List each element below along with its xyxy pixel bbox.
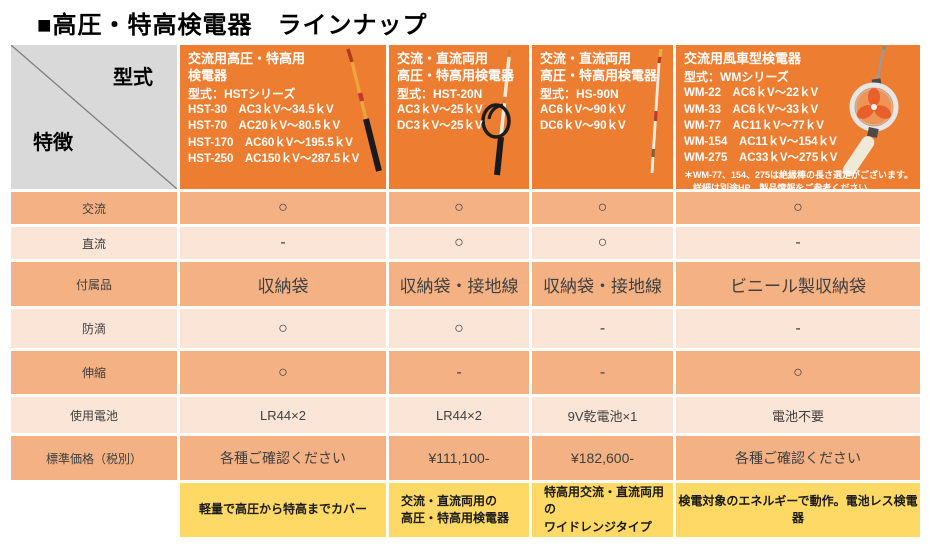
cell-price-hst20n: ¥111,100- (389, 436, 529, 480)
cell-ac-hst: ○ (180, 192, 386, 224)
product-title-line: 交流用風車型検電器 (684, 51, 802, 66)
page-title: ■高圧・特高検電器 ラインナップ (37, 12, 428, 39)
row-label-telescopic: 伸縮 (11, 351, 177, 394)
cell-battery-hst: LR44×2 (180, 397, 386, 433)
cell-accessories-hs90n: 収納袋・接地線 (532, 262, 673, 306)
diagonal-divider-icon (11, 45, 177, 189)
row-label-ac: 交流 (11, 192, 177, 224)
cell-accessories-hst: 収納袋 (180, 262, 386, 306)
cell-dc-hst20n: ○ (389, 227, 529, 259)
footer-note-line: ワイドレンジタイプ (544, 519, 652, 534)
row-label-dc: 直流 (11, 227, 177, 259)
product-spec-line: AC3ｋV～25ｋV (397, 104, 483, 117)
footer-note-hs90n: 特高用交流・直流両用の ワイドレンジタイプ (532, 483, 673, 537)
product-spec-line: HST-250 AC150ｋV～287.5ｋV (188, 152, 360, 165)
cell-dripproof-hst20n: ○ (389, 309, 529, 348)
lineup-table: 型式 特徴 交流用高圧・特高用 検電器 型式：HSTシリーズ HST-30 AC… (11, 45, 920, 537)
cell-price-hs90n: ¥182,600- (532, 436, 673, 480)
cell-telescopic-hst: ○ (180, 351, 386, 394)
slim-pole-detector-icon (650, 48, 663, 174)
product-header-hst-20n: 交流・直流両用 高圧・特高用検電器 型式：HST-20N AC3ｋV～25ｋV … (389, 45, 529, 189)
row-label-accessories: 付属品 (11, 262, 177, 306)
windmill-detector-icon (842, 46, 899, 177)
cell-battery-hs90n: 9V乾電池×1 (532, 397, 673, 433)
footer-note-line: 軽量で高圧から特高までカバー (198, 502, 367, 517)
product-model: 型式：HS-90N (540, 86, 619, 101)
footer-note-line: 高圧・特高用検電器 (401, 511, 510, 525)
product-spec-line: WM-77 AC11ｋV～77ｋV (684, 119, 824, 132)
product-spec-line: WM-275 AC33ｋV～275ｋV (684, 151, 838, 164)
cell-telescopic-wm: ○ (676, 351, 920, 394)
product-spec-line: HST-170 AC60ｋV～195.5ｋV (188, 136, 353, 149)
cell-dripproof-hs90n: - (532, 309, 673, 348)
pole-cable-detector-icon (481, 48, 512, 176)
corner-model-label: 型式 (113, 67, 153, 89)
cell-ac-wm: ○ (676, 192, 920, 224)
product-spec-line: WM-22 AC6ｋV～22ｋV (684, 87, 819, 100)
footer-note-wm: 検電対象のエネルギーで動作。電池レス検電器 (676, 483, 920, 537)
product-note-line: 詳細は別途HP 製品情報をご参考ください。 (684, 183, 877, 189)
cell-telescopic-hst20n: - (389, 351, 529, 394)
product-spec-line: HST-70 AC20ｋV～80.5ｋV (188, 120, 341, 133)
footer-spacer-cell (11, 483, 177, 537)
product-header-hst-series: 交流用高圧・特高用 検電器 型式：HSTシリーズ HST-30 AC3ｋV～34… (180, 45, 386, 189)
product-title-line: 高圧・特高用検電器 (397, 67, 515, 83)
product-title-line: 高圧・特高用検電器 (540, 67, 658, 83)
cell-dripproof-hst: ○ (180, 309, 386, 348)
row-label-price: 標準価格（税別） (11, 436, 177, 480)
product-title-line: 交流・直流両用 (397, 51, 489, 66)
stick-detector-icon (346, 48, 382, 172)
product-spec-line: HST-30 AC3ｋV～34.5ｋV (188, 104, 334, 117)
footer-note-line: 特高用交流・直流両用の (544, 484, 665, 517)
row-label-drip-proof: 防滴 (11, 309, 177, 348)
product-title-line: 検電器 (188, 67, 228, 83)
corner-header-cell: 型式 特徴 (11, 45, 177, 189)
product-spec-line: WM-154 AC11ｋV～154ｋV (684, 135, 837, 148)
cell-accessories-wm: ビニール製収納袋 (676, 262, 920, 306)
footer-note-line: 交流・直流両用の (401, 493, 498, 508)
cell-dc-hs90n: ○ (532, 227, 673, 259)
product-model: 型式：HST-20N (397, 86, 483, 101)
cell-price-hst: 各種ご確認ください (180, 436, 386, 480)
cell-dc-hst: - (180, 227, 386, 259)
cell-dripproof-wm: - (676, 309, 920, 348)
row-label-battery: 使用電池 (11, 397, 177, 433)
cell-ac-hst20n: ○ (389, 192, 529, 224)
product-spec-line: AC6ｋV～90ｋV (540, 104, 626, 117)
cell-ac-hs90n: ○ (532, 192, 673, 224)
product-spec-line: DC6ｋV～90ｋV (540, 120, 626, 133)
product-title-line: 交流用高圧・特高用 (188, 51, 306, 66)
footer-note-line: 検電対象のエネルギーで動作。電池レス検電器 (678, 493, 918, 525)
cell-battery-wm: 電池不要 (676, 397, 920, 433)
corner-feature-label: 特徴 (33, 132, 73, 154)
product-header-wm-series: 交流用風車型検電器 型式：WMシリーズ WM-22 AC6ｋV～22ｋV WM-… (676, 45, 920, 189)
product-model: 型式：WMシリーズ (684, 69, 789, 84)
footer-note-hst20n: 交流・直流両用の 高圧・特高用検電器 (389, 483, 529, 537)
product-model: 型式：HSTシリーズ (188, 86, 296, 101)
product-title-line: 交流・直流両用 (540, 51, 632, 66)
cell-dc-wm: - (676, 227, 920, 259)
product-note-line: ＊WM-77、154、275は絶縁棒の長さ選定がございます。 (684, 169, 914, 180)
cell-battery-hst20n: LR44×2 (389, 397, 529, 433)
cell-price-wm: 各種ご確認ください (676, 436, 920, 480)
product-spec-line: DC3ｋV～25ｋV (397, 120, 483, 133)
product-header-hs-90n: 交流・直流両用 高圧・特高用検電器 型式：HS-90N AC6ｋV～90ｋV D… (532, 45, 673, 189)
product-spec-line: WM-33 AC6ｋV～33ｋV (684, 103, 819, 116)
cell-accessories-hst20n: 収納袋・接地線 (389, 262, 529, 306)
footer-note-hst: 軽量で高圧から特高までカバー (180, 483, 386, 537)
cell-telescopic-hs90n: - (532, 351, 673, 394)
